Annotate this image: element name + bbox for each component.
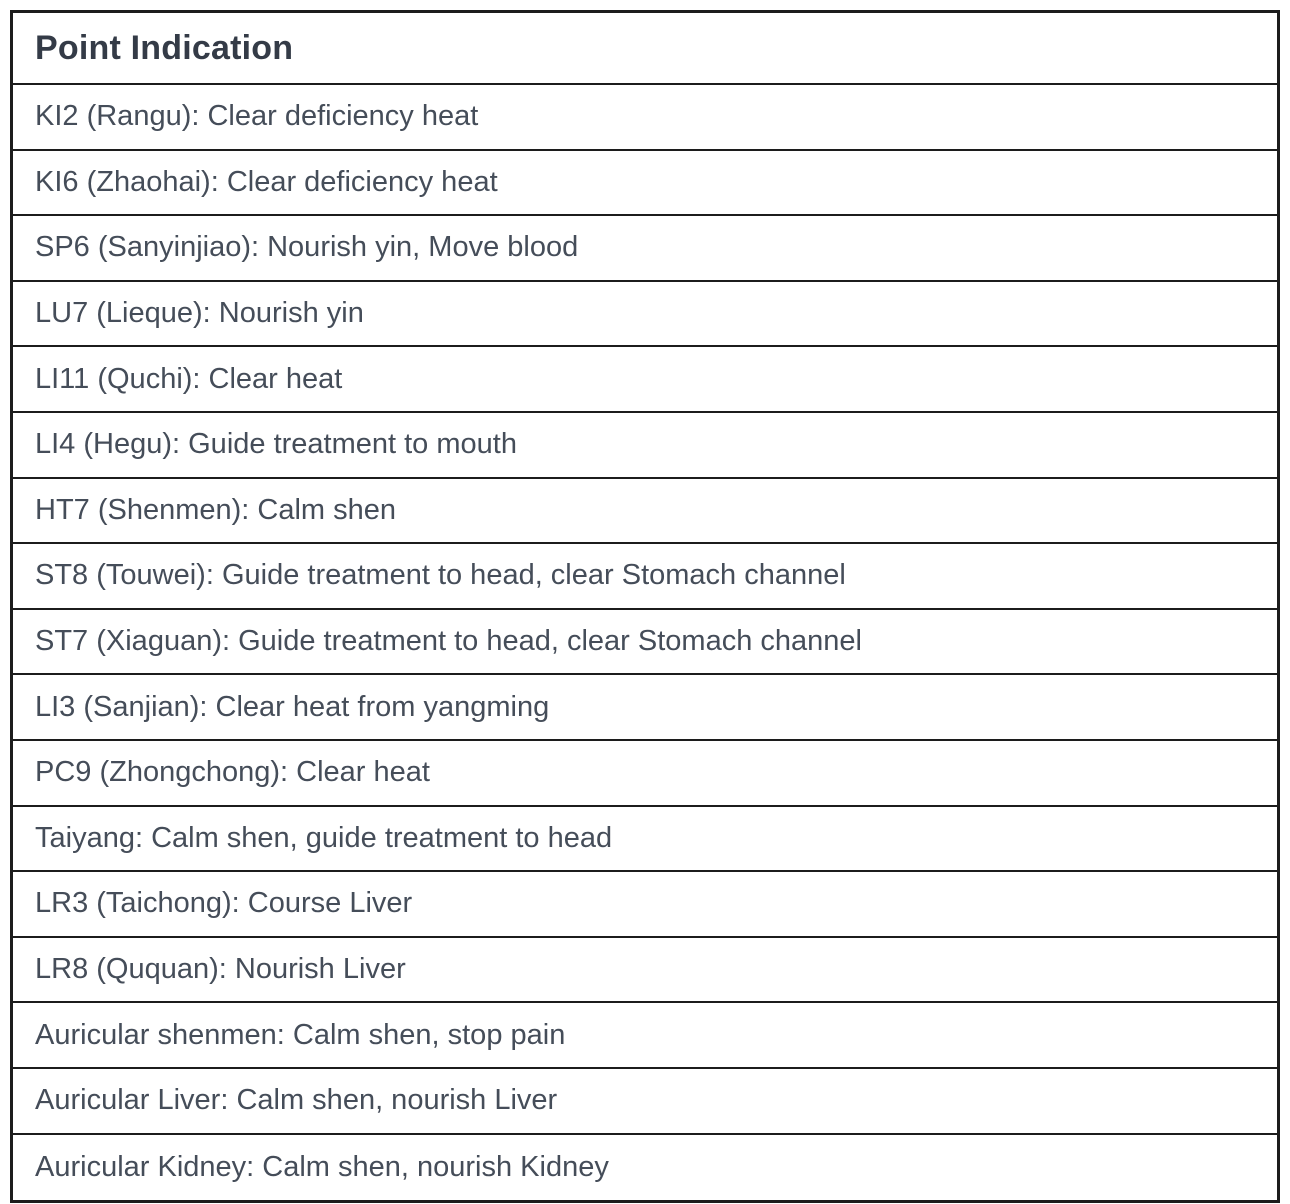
table-body: KI2 (Rangu): Clear deficiency heat KI6 (Z…	[13, 85, 1277, 1200]
table-row: LI3 (Sanjian): Clear heat from yangming	[13, 675, 1277, 741]
table-row: ST7 (Xiaguan): Guide treatment to head, …	[13, 610, 1277, 676]
point-indication-table: Point Indication KI2 (Rangu): Clear defi…	[10, 10, 1280, 1204]
table-row: KI6 (Zhaohai): Clear deficiency heat	[13, 151, 1277, 217]
table-row: LR8 (Ququan): Nourish Liver	[13, 938, 1277, 1004]
table-row: LU7 (Lieque): Nourish yin	[13, 282, 1277, 348]
table-row: Auricular Kidney: Calm shen, nourish Kid…	[35, 1150, 609, 1183]
table-row: LI11 (Quchi): Clear heat	[13, 347, 1277, 413]
table-row: PC9 (Zhongchong): Clear heat	[13, 741, 1277, 807]
table-row: KI2 (Rangu): Clear deficiency heat	[13, 85, 1277, 151]
table-row: HT7 (Shenmen): Calm shen	[13, 479, 1277, 545]
table-row: Auricular Liver: Calm shen, nourish Live…	[13, 1069, 1277, 1135]
table-row: Taiyang: Calm shen, guide treatment to h…	[13, 807, 1277, 873]
table-row: Auricular shenmen: Calm shen, stop pain	[13, 1003, 1277, 1069]
table-row: LR3 (Taichong): Course Liver	[13, 872, 1277, 938]
table-row: LI4 (Hegu): Guide treatment to mouth	[13, 413, 1277, 479]
table-header: Point Indication	[13, 13, 1277, 85]
table-row: ST8 (Touwei): Guide treatment to head, c…	[13, 544, 1277, 610]
table-row: SP6 (Sanyinjiao): Nourish yin, Move bloo…	[13, 216, 1277, 282]
